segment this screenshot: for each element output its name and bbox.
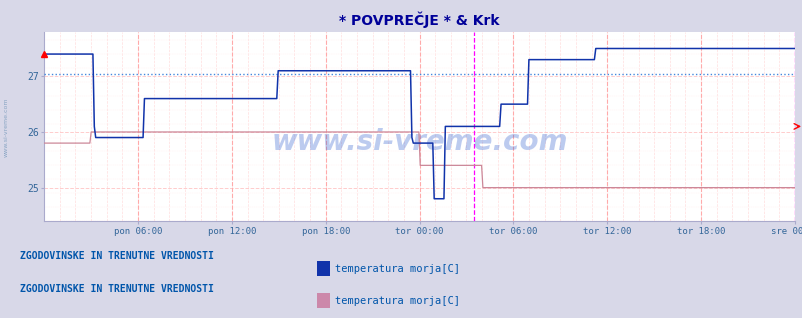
Text: www.si-vreme.com: www.si-vreme.com: [4, 97, 9, 157]
Text: temperatura morja[C]: temperatura morja[C]: [334, 264, 460, 274]
Text: temperatura morja[C]: temperatura morja[C]: [334, 296, 460, 306]
Text: ZGODOVINSKE IN TRENUTNE VREDNOSTI: ZGODOVINSKE IN TRENUTNE VREDNOSTI: [20, 251, 213, 261]
Title: * POVPREČJE * & Krk: * POVPREČJE * & Krk: [339, 11, 499, 28]
Text: www.si-vreme.com: www.si-vreme.com: [271, 128, 567, 156]
Text: ZGODOVINSKE IN TRENUTNE VREDNOSTI: ZGODOVINSKE IN TRENUTNE VREDNOSTI: [20, 284, 213, 294]
